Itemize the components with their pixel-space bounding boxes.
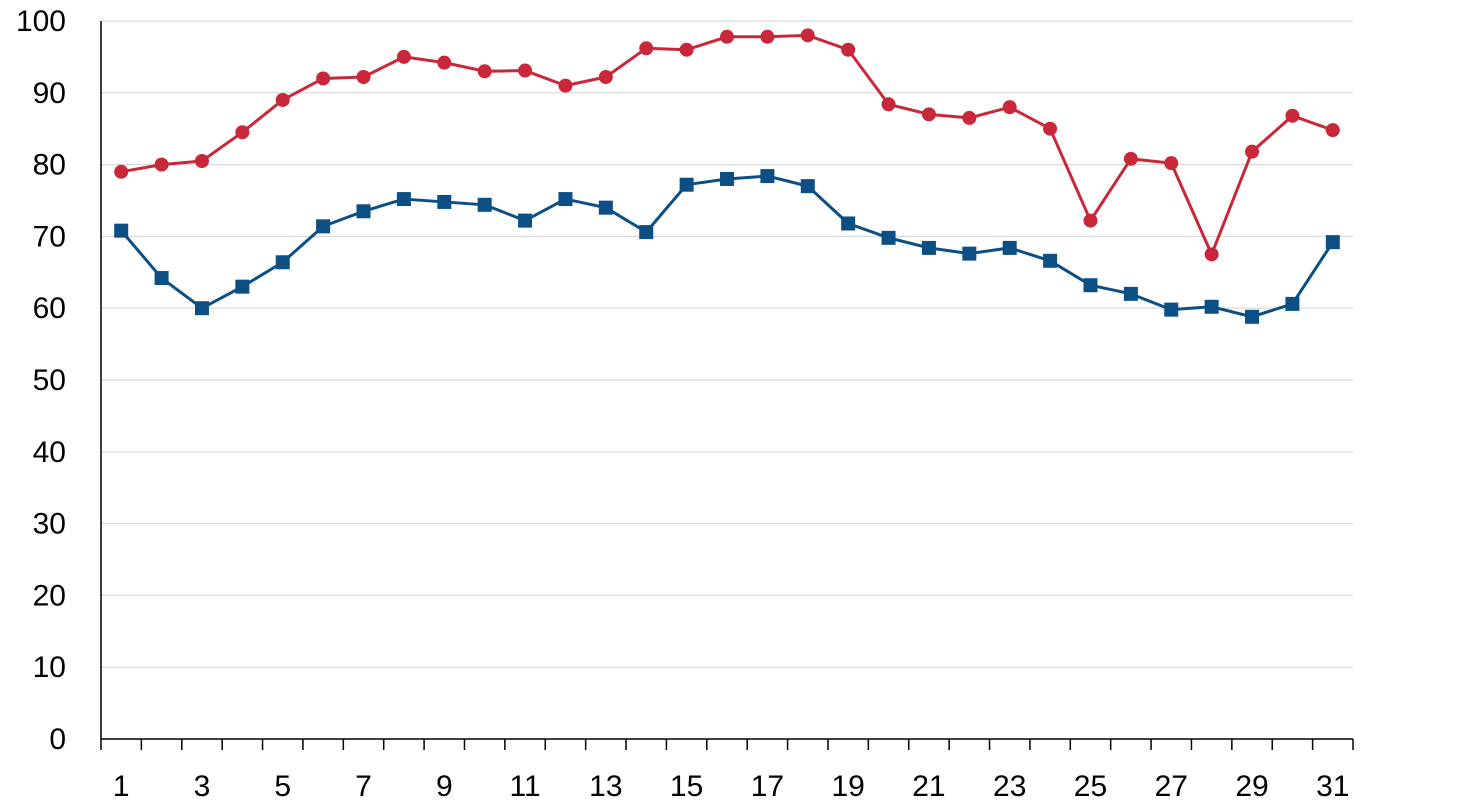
series-2-point bbox=[1002, 240, 1017, 255]
series-2-point bbox=[800, 179, 815, 194]
x-tick-label: 11 bbox=[509, 770, 540, 803]
series-1-point bbox=[841, 42, 856, 57]
series-2-point bbox=[1245, 309, 1260, 324]
x-tick-label: 17 bbox=[751, 770, 784, 803]
series-1-point bbox=[1083, 213, 1098, 228]
series-1-point bbox=[720, 29, 734, 44]
y-tick-label: 100 bbox=[16, 5, 66, 38]
series-2-point bbox=[194, 301, 209, 316]
series-2-point bbox=[1043, 253, 1058, 268]
series-2-point bbox=[114, 223, 129, 238]
series-1-point bbox=[962, 110, 977, 125]
series-1-point bbox=[194, 154, 209, 169]
y-tick-label: 30 bbox=[33, 508, 66, 541]
series-1-point bbox=[1002, 100, 1017, 115]
x-tick-label: 3 bbox=[194, 770, 211, 803]
series-2-point bbox=[477, 197, 492, 212]
y-tick-label: 80 bbox=[33, 149, 66, 182]
series-1-point bbox=[1285, 108, 1300, 123]
x-tick-label: 15 bbox=[670, 770, 703, 803]
x-tick-label: 9 bbox=[436, 770, 453, 803]
x-tick-label: 1 bbox=[113, 770, 130, 803]
series-1-point bbox=[598, 70, 613, 85]
series-2-point bbox=[720, 171, 734, 186]
series-1-point bbox=[1164, 156, 1179, 171]
series-1-point bbox=[235, 125, 250, 140]
series-1-point bbox=[558, 78, 573, 93]
series-2-point bbox=[235, 279, 250, 294]
gridlines bbox=[101, 20, 1353, 668]
series-1-line bbox=[120, 33, 1334, 256]
series-1-point bbox=[679, 42, 694, 57]
series-2-point bbox=[1123, 286, 1138, 301]
series-2-point bbox=[518, 213, 533, 228]
series-2-point bbox=[760, 169, 775, 184]
series-1-point bbox=[356, 70, 371, 85]
series-2-point bbox=[154, 271, 169, 286]
series-2-point bbox=[679, 177, 694, 192]
x-tick-label: 13 bbox=[589, 770, 622, 803]
series-2-point bbox=[841, 216, 856, 231]
x-tick-label: 21 bbox=[912, 770, 945, 803]
y-tick-label: 10 bbox=[33, 651, 66, 684]
series-1-point bbox=[921, 107, 936, 122]
series-2-point bbox=[881, 230, 896, 245]
x-tick-label: 25 bbox=[1074, 770, 1107, 803]
series-2-point bbox=[1164, 302, 1179, 317]
series-1-point bbox=[639, 41, 654, 56]
series-2-point bbox=[275, 255, 290, 270]
series-1-point bbox=[1123, 151, 1138, 166]
series-2-point bbox=[1285, 296, 1300, 311]
series-group bbox=[114, 28, 1340, 324]
x-tick-label: 23 bbox=[993, 770, 1026, 803]
x-tick-label: 29 bbox=[1235, 770, 1268, 803]
x-tick-label: 7 bbox=[355, 770, 372, 803]
series-2-point bbox=[396, 192, 411, 207]
series-2-point bbox=[639, 225, 654, 240]
series-1-point bbox=[154, 157, 169, 172]
y-tick-labels: 0 10 20 30 40 50 60 70 80 90 100 bbox=[16, 5, 66, 756]
x-tick-labels: 1 3 5 7 9 11 13 15 17 19 21 23 25 27 29 31 bbox=[113, 770, 1350, 803]
series-1-point bbox=[1245, 144, 1260, 159]
series-1-point bbox=[518, 63, 533, 78]
y-tick-label: 40 bbox=[33, 436, 66, 469]
series-2-point bbox=[356, 204, 371, 219]
series-2-point bbox=[1083, 278, 1098, 293]
axes bbox=[100, 21, 1354, 750]
series-2-line bbox=[120, 174, 1335, 319]
series-1-point bbox=[114, 164, 129, 179]
series-1-point bbox=[477, 64, 492, 79]
x-tick-label: 5 bbox=[274, 770, 291, 803]
series-2-point bbox=[1325, 235, 1340, 250]
y-tick-label: 70 bbox=[33, 220, 66, 253]
x-tick-label: 27 bbox=[1155, 770, 1188, 803]
series-1-point bbox=[275, 92, 290, 107]
series-2-point bbox=[437, 194, 452, 209]
series-2-point bbox=[558, 192, 573, 207]
series-1-point bbox=[396, 49, 411, 64]
series-1-point bbox=[437, 55, 452, 70]
series-2-point bbox=[1204, 299, 1219, 314]
series-2-point bbox=[598, 200, 613, 215]
series-1-point bbox=[881, 97, 896, 112]
series-1-point bbox=[1204, 247, 1219, 262]
y-tick-label: 0 bbox=[49, 723, 66, 756]
y-tick-label: 90 bbox=[33, 77, 66, 110]
series-1-point bbox=[760, 29, 775, 44]
x-tick-label: 19 bbox=[831, 770, 864, 803]
series-2-point bbox=[921, 240, 936, 255]
y-tick-label: 20 bbox=[33, 579, 66, 612]
series-1-point bbox=[316, 71, 331, 86]
y-tick-label: 60 bbox=[33, 292, 66, 325]
x-tick-label: 31 bbox=[1316, 770, 1349, 803]
series-1-point bbox=[1325, 123, 1340, 138]
y-tick-label: 50 bbox=[33, 364, 66, 397]
series-1-point bbox=[1043, 121, 1058, 136]
series-2-point bbox=[962, 246, 977, 261]
series-2-point bbox=[316, 219, 331, 234]
series-1-point bbox=[800, 28, 815, 43]
